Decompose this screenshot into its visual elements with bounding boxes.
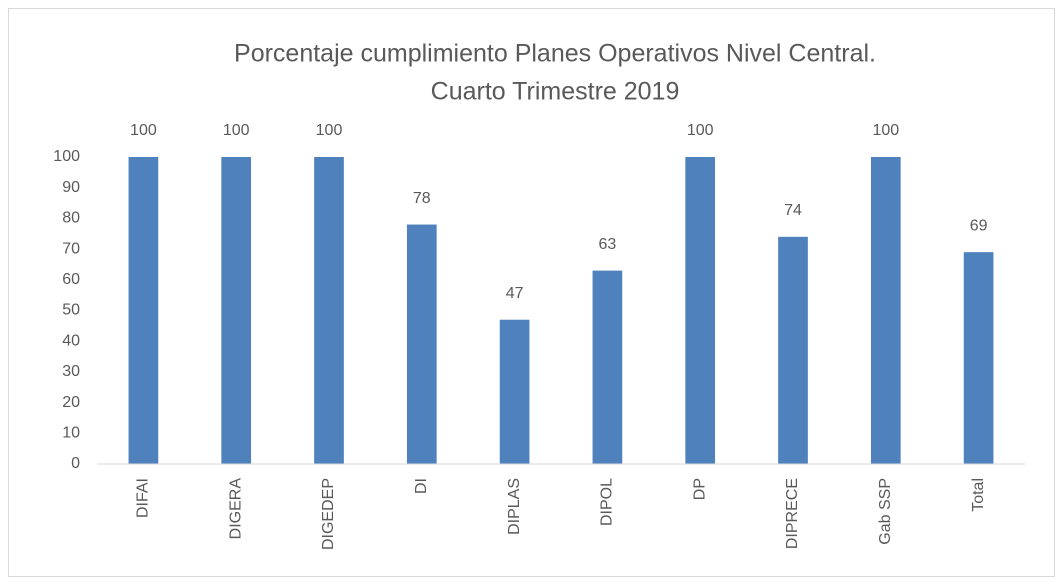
x-tick-label: DIPRECE [784, 478, 801, 549]
y-tick-label: 0 [71, 455, 80, 472]
data-label: 100 [687, 122, 714, 139]
bar [963, 252, 994, 464]
data-label: 69 [970, 217, 988, 234]
y-tick-label: 20 [62, 394, 80, 411]
data-label: 100 [130, 122, 157, 139]
chart-title: Porcentaje cumplimiento Planes Operativo… [234, 40, 876, 68]
bar [221, 157, 252, 464]
x-tick-label: DIPLAS [506, 478, 523, 535]
x-tick-label: Gab SSP [877, 478, 894, 545]
x-tick-label: DP [691, 478, 708, 500]
x-tick-label: DI [413, 478, 430, 494]
bar [499, 319, 530, 464]
bar [778, 236, 808, 464]
x-tick-label: DIPOL [599, 478, 616, 526]
y-tick-label: 60 [62, 271, 80, 288]
x-tick-label: DIGERA [227, 478, 244, 540]
bar [128, 157, 159, 464]
y-tick-label: 40 [62, 332, 80, 349]
bar [314, 157, 344, 464]
data-label: 63 [599, 236, 617, 253]
x-tick-label: Total [970, 478, 987, 512]
data-label: 100 [316, 122, 343, 139]
y-tick-label: 10 [62, 425, 80, 442]
y-tick-label: 80 [62, 210, 80, 227]
data-label: 78 [413, 190, 431, 207]
y-tick-label: 50 [62, 302, 80, 319]
data-label: 100 [872, 122, 899, 139]
y-tick-label: 90 [62, 179, 80, 196]
data-label: 100 [223, 122, 250, 139]
bar [406, 224, 437, 464]
bar [870, 157, 901, 464]
data-label: 74 [784, 202, 802, 219]
y-tick-label: 100 [53, 148, 80, 165]
bar [685, 157, 716, 464]
x-tick-label: DIFAI [135, 478, 152, 518]
y-tick-label: 70 [62, 240, 80, 257]
bar [592, 270, 623, 464]
data-label: 47 [506, 285, 524, 302]
y-tick-label: 30 [62, 363, 80, 380]
chart-title: Cuarto Trimestre 2019 [431, 78, 680, 106]
x-tick-label: DIGEDEP [320, 478, 337, 550]
